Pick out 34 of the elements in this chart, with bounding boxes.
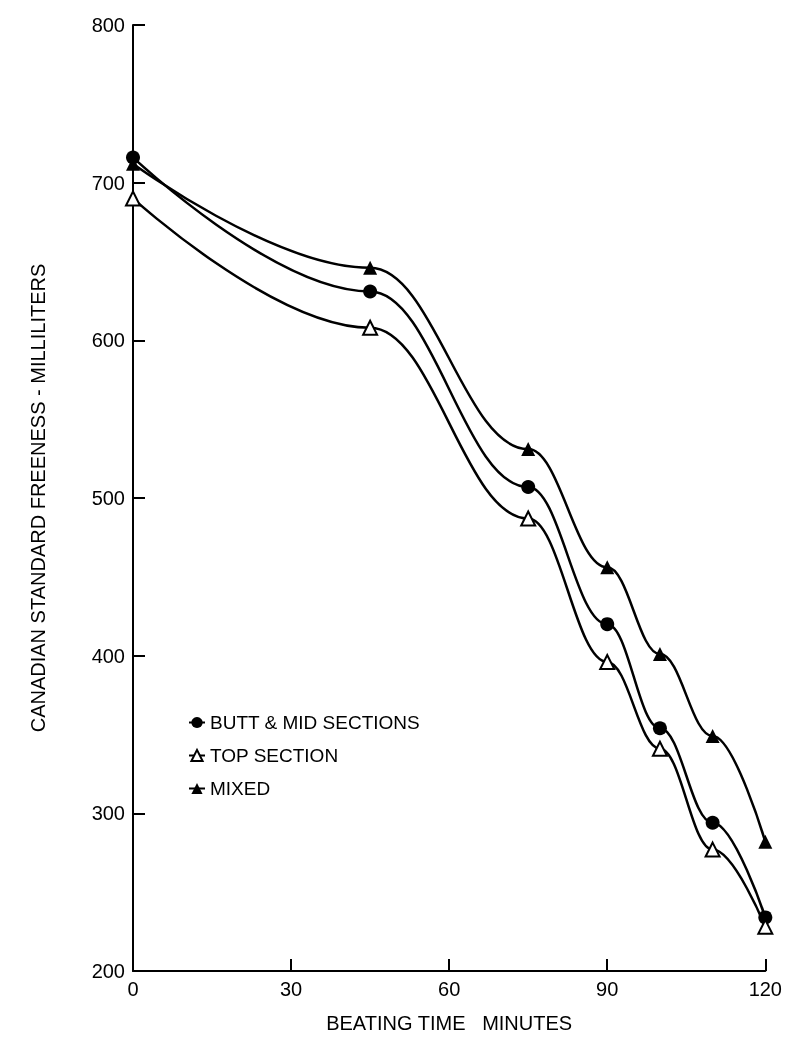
point [521, 479, 536, 494]
point [705, 815, 720, 830]
point [705, 729, 720, 744]
y-tick-label: 800 [91, 14, 125, 36]
x-tick-label: 0 [127, 978, 139, 1000]
y-tick-label: 700 [91, 171, 125, 194]
y-tick-label: 400 [91, 644, 125, 667]
legend-label: TOP SECTION [210, 745, 339, 766]
point [363, 284, 378, 299]
point [520, 510, 537, 527]
y-tick-label: 300 [91, 802, 125, 825]
x-axis-title: BEATING TIME MINUTES [326, 1012, 573, 1034]
y-tick-label: 200 [91, 960, 125, 982]
point [600, 617, 615, 632]
point [652, 647, 667, 662]
point [600, 560, 615, 575]
y-tick-label: 600 [91, 329, 125, 352]
y-axis-title: CANADIAN STANDARD FREENESS - MILLILITERS [27, 263, 49, 733]
point [521, 442, 536, 457]
legend-label: BUTT & MID SECTIONS [210, 712, 420, 733]
point [363, 260, 378, 275]
point [651, 740, 668, 757]
point [758, 834, 773, 849]
x-tick-label: 120 [748, 978, 782, 1000]
legend-label: MIXED [210, 778, 271, 799]
x-tick-label: 30 [279, 978, 303, 1000]
point [125, 190, 141, 207]
point [362, 319, 379, 336]
x-tick-label: 60 [438, 978, 461, 1000]
y-tick-label: 500 [91, 487, 125, 509]
point [599, 653, 616, 670]
x-tick-label: 90 [596, 978, 619, 1000]
point [704, 841, 721, 858]
point [652, 721, 667, 736]
